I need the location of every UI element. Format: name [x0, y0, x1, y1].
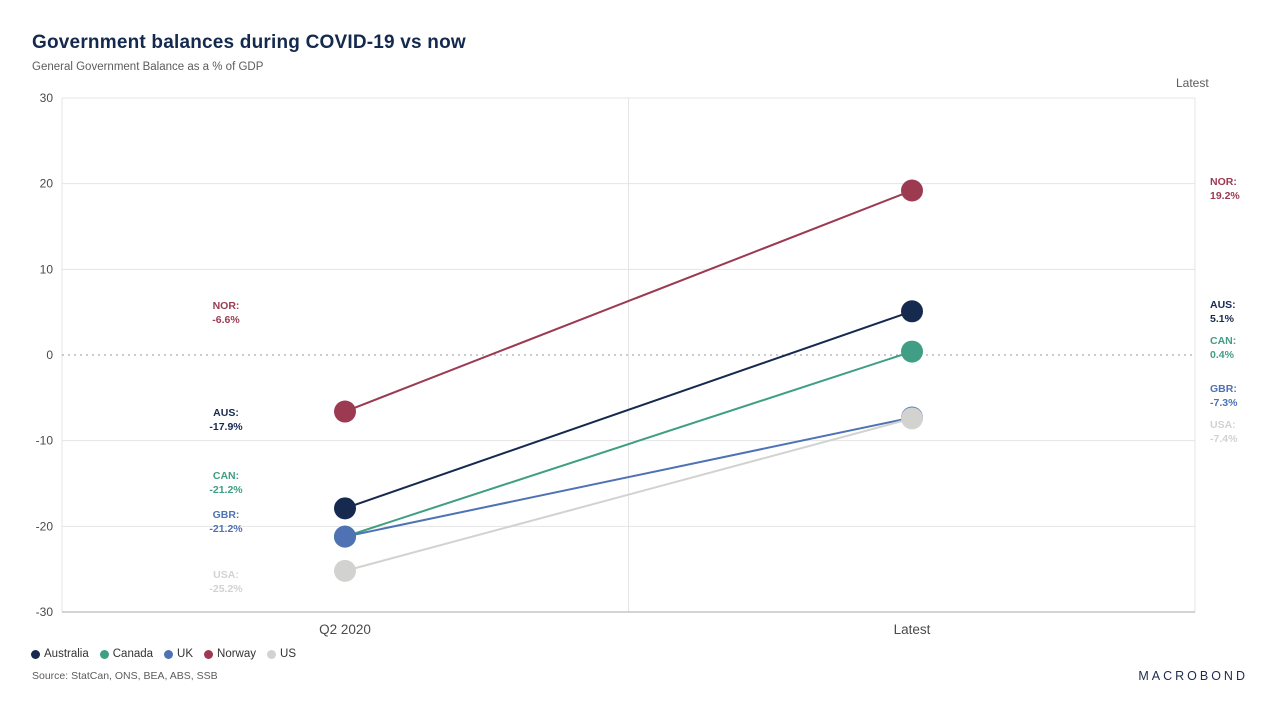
chart-title: Government balances during COVID-19 vs n…: [32, 32, 466, 53]
annotation-latest-canada: CAN: 0.4%: [1210, 334, 1280, 362]
legend-label: UK: [177, 648, 194, 660]
annotation-code: AUS:: [213, 407, 239, 419]
legend-item-canada: Canada: [99, 648, 154, 660]
annotation-latest-us: USA: -7.4%: [1210, 418, 1280, 446]
legend-dot: [99, 649, 109, 659]
legend-item-us: US: [267, 648, 296, 660]
annotation-value: -25.2%: [209, 583, 243, 595]
x-category-label: Q2 2020: [319, 622, 371, 637]
annotation-q2-us: USA: -25.2%: [186, 568, 266, 596]
legend-dot: [267, 649, 277, 659]
annotation-code: NOR:: [1210, 176, 1237, 188]
data-point-uk-0: [334, 525, 356, 548]
annotation-code: NOR:: [212, 300, 240, 312]
annotation-value: -21.2%: [209, 523, 243, 535]
annotation-value: -6.6%: [212, 314, 240, 326]
annotation-value: 19.2%: [1210, 190, 1240, 202]
legend-item-australia: Australia: [31, 648, 89, 660]
data-point-us-1: [901, 407, 923, 430]
annotation-latest-uk: GBR: -7.3%: [1210, 382, 1280, 410]
legend-label: Norway: [217, 648, 257, 660]
data-point-norway-0: [334, 400, 356, 423]
y-tick-label: 20: [40, 177, 54, 191]
y-tick-label: 10: [40, 262, 54, 276]
data-point-australia-1: [901, 300, 923, 323]
legend-dot: [31, 649, 40, 659]
series-line-australia: [344, 310, 913, 510]
legend-label: Australia: [44, 648, 89, 660]
data-point-canada-1: [901, 340, 923, 363]
legend-item-norway: Norway: [204, 648, 256, 660]
y-tick-label: -20: [36, 519, 54, 533]
legend-item-uk: UK: [164, 648, 193, 660]
annotation-q2-uk: GBR: -21.2%: [186, 508, 266, 536]
annotation-value: 5.1%: [1210, 313, 1234, 325]
y-tick-label: 0: [46, 348, 53, 362]
annotation-q2-australia: AUS: -17.9%: [186, 406, 266, 434]
series-line-norway: [344, 189, 913, 413]
data-point-norway-1: [901, 179, 923, 202]
data-point-us-0: [334, 559, 356, 582]
annotation-latest-australia: AUS: 5.1%: [1210, 298, 1280, 326]
annotation-code: USA:: [213, 569, 239, 581]
source-text: Source: StatCan, ONS, BEA, ABS, SSB: [32, 670, 218, 682]
series-line-us: [344, 417, 913, 572]
legend-dot: [204, 649, 214, 659]
annotation-code: CAN:: [1210, 335, 1237, 347]
legend-label: Canada: [112, 648, 154, 660]
annotation-code: AUS:: [1210, 299, 1236, 311]
chart-subtitle: General Government Balance as a % of GDP: [32, 61, 264, 73]
annotation-value: -7.3%: [1210, 397, 1238, 409]
annotation-latest-norway: NOR: 19.2%: [1210, 175, 1280, 203]
legend-dot: [164, 649, 174, 659]
y-tick-label: 30: [40, 91, 54, 105]
annotation-q2-norway: NOR: -6.6%: [186, 299, 266, 327]
annotation-code: CAN:: [212, 470, 240, 482]
legend-label: US: [280, 648, 296, 660]
annotation-value: 0.4%: [1210, 349, 1234, 361]
chart-legend: Australia Canada UK Norway US: [31, 648, 296, 660]
y-tick-label: -30: [36, 605, 54, 619]
annotation-value: -21.2%: [209, 484, 243, 496]
macrobond-logo: MACROBOND: [1138, 669, 1248, 683]
series-line-canada: [344, 350, 913, 538]
latest-column-header: Latest: [1176, 76, 1209, 90]
annotation-value: -7.4%: [1210, 433, 1238, 445]
annotation-value: -17.9%: [209, 421, 243, 433]
annotation-code: GBR:: [1210, 383, 1237, 395]
annotation-code: USA:: [1210, 419, 1236, 431]
series-line-uk: [344, 416, 913, 538]
data-point-australia-0: [334, 497, 356, 520]
annotation-q2-canada: CAN: -21.2%: [186, 469, 266, 497]
annotation-code: GBR:: [212, 509, 240, 521]
x-category-label: Latest: [894, 622, 931, 637]
y-tick-label: -10: [36, 434, 54, 448]
